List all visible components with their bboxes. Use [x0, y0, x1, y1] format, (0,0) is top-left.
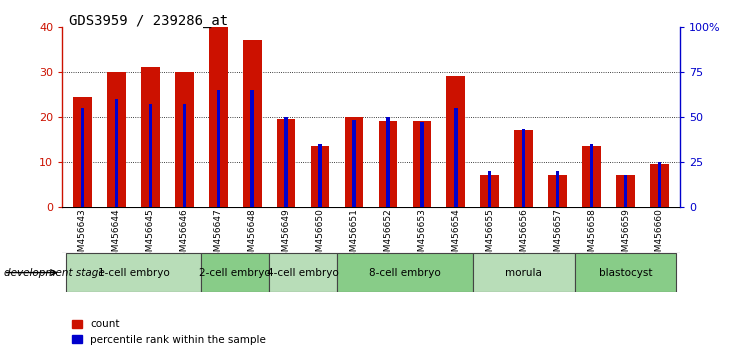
Bar [251, 90, 254, 207]
Text: 1-cell embryo: 1-cell embryo [97, 268, 170, 278]
Bar [66, 253, 201, 292]
Bar [412, 121, 431, 207]
Bar [352, 120, 356, 207]
Text: 4-cell embryo: 4-cell embryo [268, 268, 339, 278]
Bar [107, 72, 126, 207]
Bar [81, 108, 84, 207]
Text: GDS3959 / 239286_at: GDS3959 / 239286_at [69, 14, 229, 28]
Bar [624, 175, 627, 207]
Bar [175, 72, 194, 207]
Bar [337, 253, 473, 292]
Bar [515, 130, 533, 207]
Bar [590, 144, 594, 207]
Bar [345, 117, 363, 207]
Bar [148, 104, 152, 207]
Bar [480, 176, 499, 207]
Text: 8-cell embryo: 8-cell embryo [369, 268, 441, 278]
Bar [319, 144, 322, 207]
Text: blastocyst: blastocyst [599, 268, 652, 278]
Bar [277, 119, 295, 207]
Bar [575, 253, 676, 292]
Bar [209, 27, 227, 207]
Bar [522, 130, 526, 207]
Bar [658, 162, 661, 207]
Bar [488, 171, 491, 207]
Bar [473, 253, 575, 292]
Bar [216, 90, 220, 207]
Legend: count, percentile rank within the sample: count, percentile rank within the sample [67, 315, 270, 349]
Bar [284, 117, 288, 207]
Bar [454, 108, 458, 207]
Bar [556, 171, 559, 207]
Text: 2-cell embryo: 2-cell embryo [200, 268, 271, 278]
Bar [650, 164, 669, 207]
Bar [243, 40, 262, 207]
Bar [583, 146, 601, 207]
Bar [548, 176, 567, 207]
Bar [379, 121, 397, 207]
Bar [115, 99, 118, 207]
Text: morula: morula [505, 268, 542, 278]
Bar [311, 146, 330, 207]
Text: development stage: development stage [4, 268, 105, 278]
Bar [616, 176, 635, 207]
Bar [141, 67, 159, 207]
Bar [183, 104, 186, 207]
Bar [420, 122, 423, 207]
Bar [386, 117, 390, 207]
Bar [447, 76, 465, 207]
Bar [201, 253, 269, 292]
Bar [269, 253, 337, 292]
Bar [73, 97, 92, 207]
